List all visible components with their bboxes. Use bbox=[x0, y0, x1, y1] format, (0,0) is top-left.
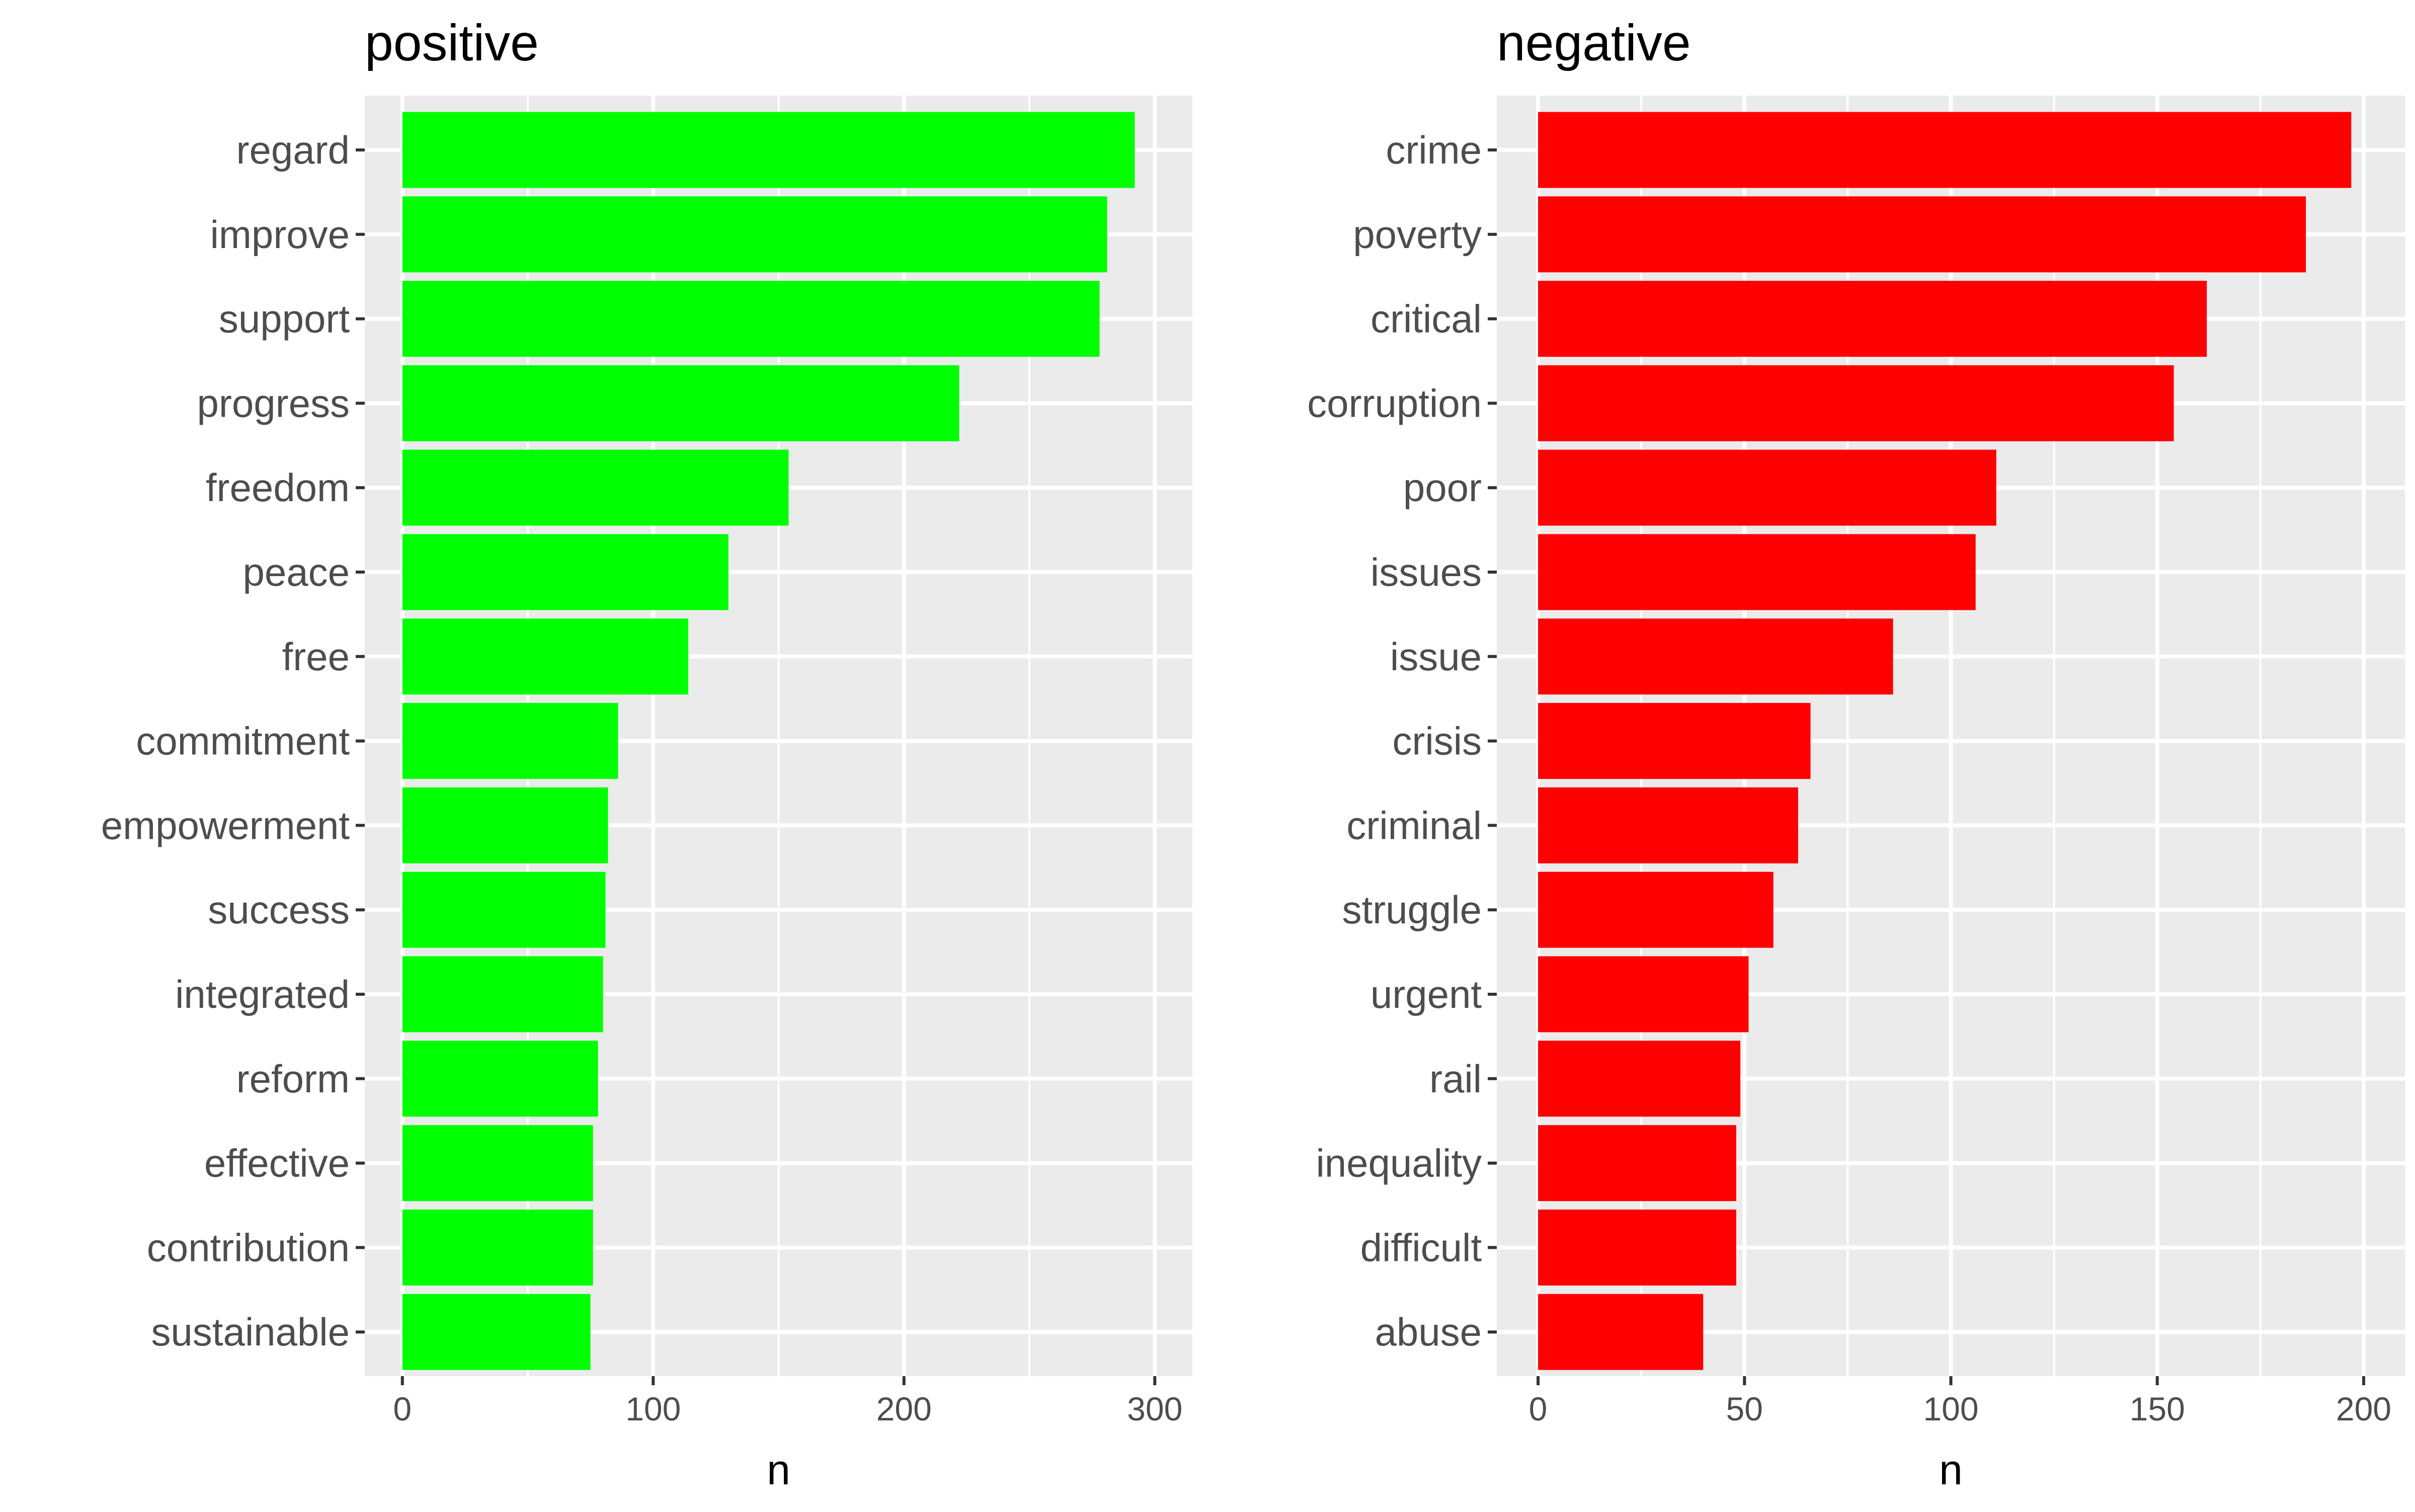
negative-category-label: abuse bbox=[1375, 1310, 1482, 1354]
positive-bar-sustainable bbox=[402, 1294, 591, 1370]
positive-bar-support bbox=[402, 281, 1100, 357]
positive-category-label: sustainable bbox=[151, 1310, 350, 1354]
positive-category-label: empowerment bbox=[101, 803, 350, 847]
negative-x-axis-title: n bbox=[1939, 1446, 1963, 1493]
positive-category-label: effective bbox=[204, 1141, 350, 1185]
positive-x-tick-label: 0 bbox=[393, 1390, 412, 1427]
negative-category-label: struggle bbox=[1342, 888, 1482, 932]
negative-bar-issue bbox=[1538, 618, 1893, 695]
negative-bar-criminal bbox=[1538, 787, 1798, 863]
positive-category-label: success bbox=[208, 888, 350, 932]
negative-category-label: critical bbox=[1371, 297, 1482, 341]
negative-bar-crime bbox=[1538, 112, 2352, 188]
negative-bar-abuse bbox=[1538, 1294, 1704, 1370]
positive-bar-free bbox=[402, 618, 689, 695]
negative-category-label: poverty bbox=[1353, 212, 1482, 257]
positive-category-label: support bbox=[219, 297, 350, 341]
positive-bar-empowerment bbox=[402, 787, 608, 863]
positive-bar-freedom bbox=[402, 449, 789, 526]
positive-bar-integrated bbox=[402, 956, 603, 1032]
negative-bar-poor bbox=[1538, 449, 1996, 526]
negative-category-label: issues bbox=[1371, 550, 1482, 594]
positive-x-tick-label: 100 bbox=[625, 1390, 681, 1427]
negative-x-tick-label: 50 bbox=[1726, 1390, 1763, 1427]
negative-bar-poverty bbox=[1538, 196, 2306, 273]
negative-bar-critical bbox=[1538, 281, 2207, 357]
negative-bar-difficult bbox=[1538, 1209, 1736, 1286]
positive-category-label: improve bbox=[210, 212, 350, 257]
negative-x-tick-label: 150 bbox=[2130, 1390, 2185, 1427]
positive-bar-effective bbox=[402, 1125, 593, 1202]
positive-category-label: free bbox=[282, 634, 350, 679]
positive-x-tick-label: 300 bbox=[1127, 1390, 1182, 1427]
positive-x-tick-label: 200 bbox=[876, 1390, 932, 1427]
positive-bar-regard bbox=[402, 112, 1135, 188]
negative-category-label: crime bbox=[1386, 128, 1482, 172]
positive-bar-success bbox=[402, 871, 606, 948]
positive-x-axis-title: n bbox=[767, 1446, 790, 1493]
negative-bar-crisis bbox=[1538, 703, 1811, 779]
negative-category-label: inequality bbox=[1316, 1141, 1482, 1185]
negative-bar-corruption bbox=[1538, 365, 2174, 441]
negative-category-label: poor bbox=[1403, 465, 1482, 510]
negative-bar-rail bbox=[1538, 1041, 1741, 1117]
negative-x-tick-label: 0 bbox=[1529, 1390, 1548, 1427]
negative-x-tick-label: 100 bbox=[1923, 1390, 1978, 1427]
negative-category-label: crisis bbox=[1392, 719, 1482, 763]
positive-bar-progress bbox=[402, 365, 959, 441]
negative-category-label: difficult bbox=[1360, 1225, 1482, 1269]
positive-category-label: contribution bbox=[147, 1225, 350, 1269]
negative-bar-issues bbox=[1538, 534, 1976, 610]
positive-bar-contribution bbox=[402, 1209, 593, 1286]
positive-bar-improve bbox=[402, 196, 1107, 273]
negative-bar-inequality bbox=[1538, 1125, 1736, 1202]
negative-category-label: corruption bbox=[1307, 381, 1482, 425]
negative-category-label: urgent bbox=[1371, 972, 1482, 1016]
positive-category-label: peace bbox=[243, 550, 350, 594]
positive-category-label: freedom bbox=[206, 465, 350, 510]
positive-category-label: regard bbox=[236, 128, 350, 172]
positive-category-label: commitment bbox=[136, 719, 350, 763]
positive-category-label: integrated bbox=[175, 972, 350, 1016]
negative-category-label: issue bbox=[1390, 634, 1482, 679]
negative-category-label: rail bbox=[1429, 1057, 1482, 1101]
positive-category-label: progress bbox=[197, 381, 350, 425]
positive-bar-peace bbox=[402, 534, 729, 610]
negative-category-label: criminal bbox=[1346, 803, 1482, 847]
negative-panel-title: negative bbox=[1497, 14, 1691, 71]
negative-bar-struggle bbox=[1538, 871, 1774, 948]
positive-category-label: reform bbox=[236, 1057, 350, 1101]
positive-panel-title: positive bbox=[365, 14, 539, 71]
positive-bar-commitment bbox=[402, 703, 618, 779]
negative-bar-urgent bbox=[1538, 956, 1749, 1032]
positive-bar-reform bbox=[402, 1041, 598, 1117]
negative-x-tick-label: 200 bbox=[2336, 1390, 2391, 1427]
